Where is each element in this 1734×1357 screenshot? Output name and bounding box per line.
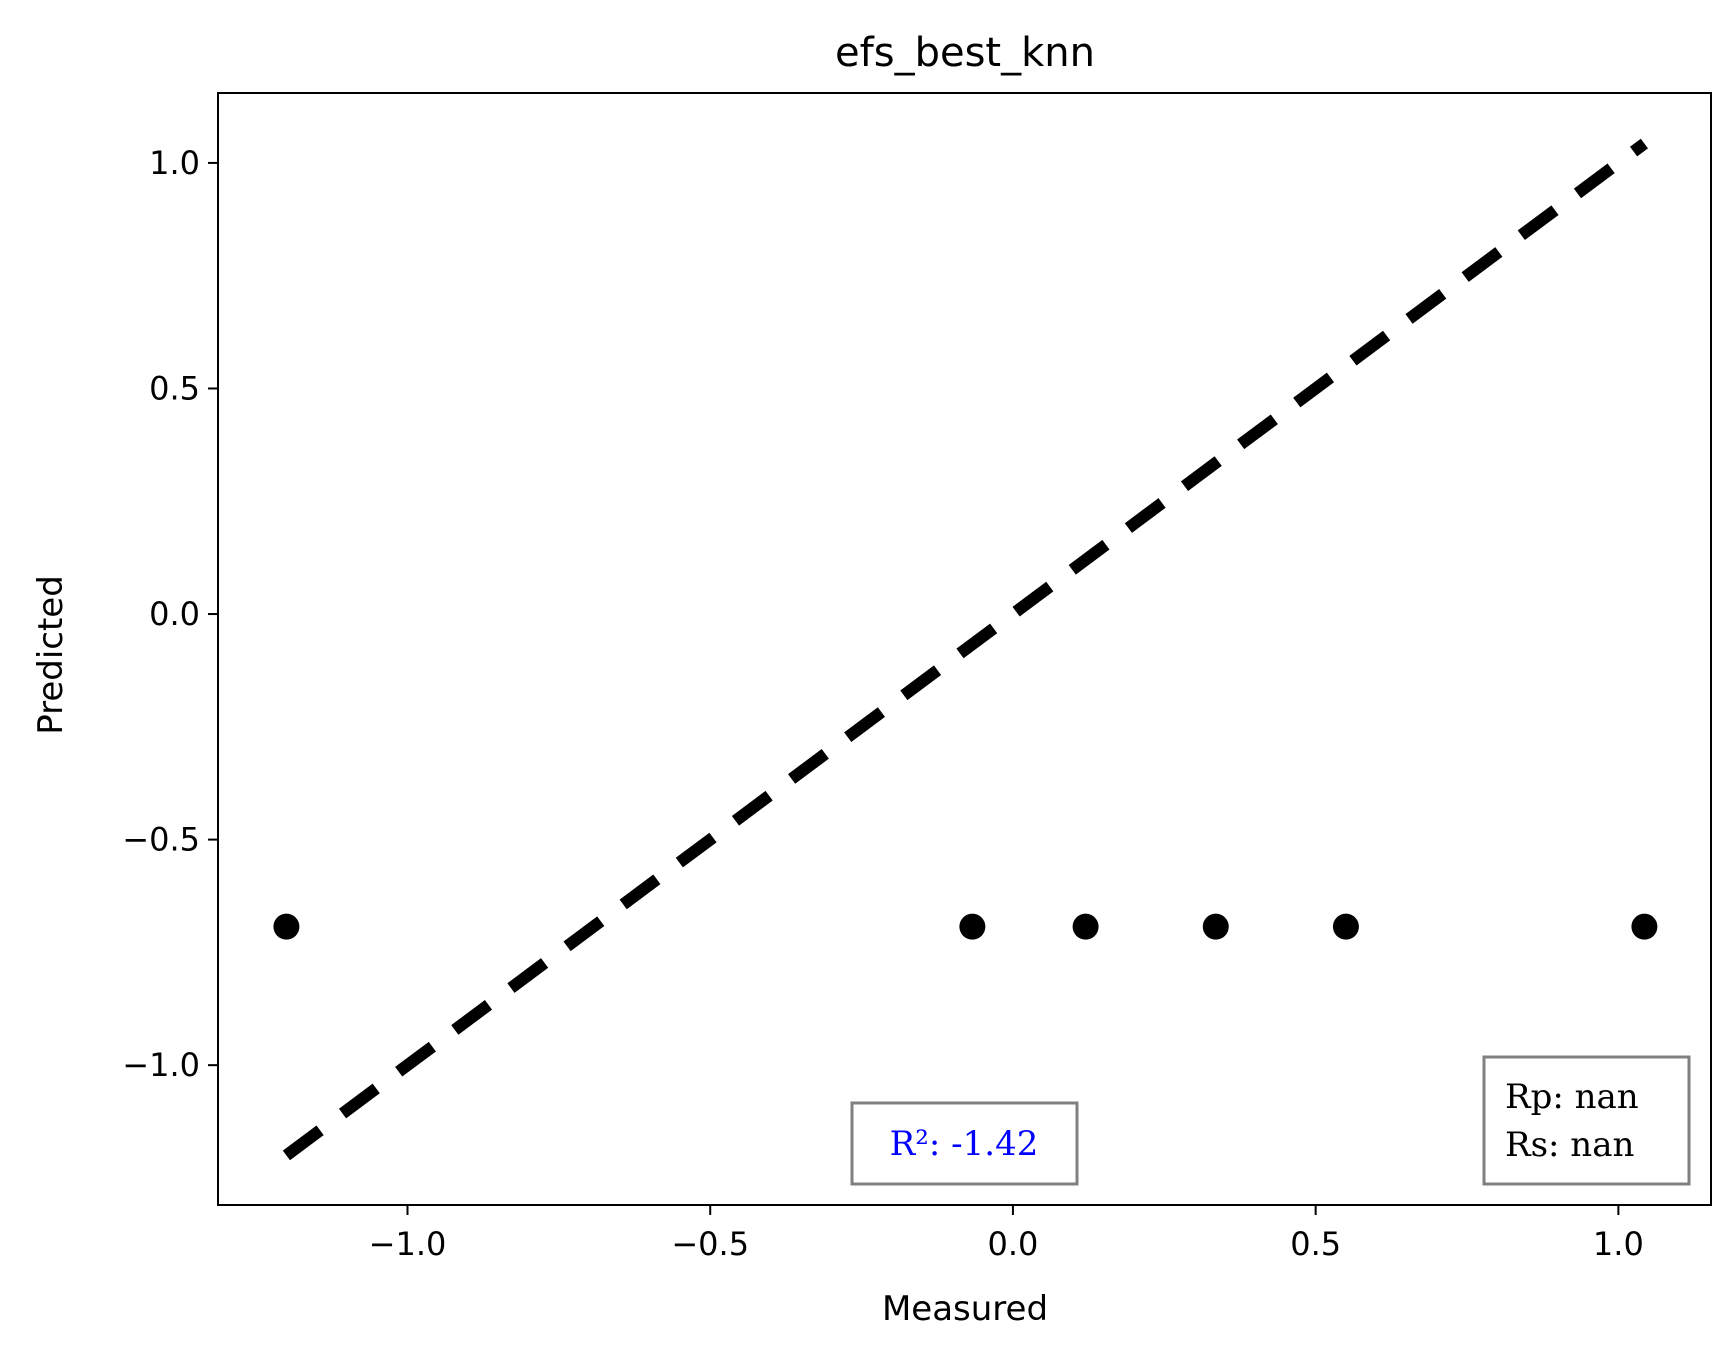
y-tick-label: −0.5 <box>122 821 200 859</box>
rs-annotation: Rs: nan <box>1505 1125 1634 1165</box>
x-tick-label: 0.5 <box>1290 1225 1341 1263</box>
chart-title: efs_best_knn <box>835 30 1095 76</box>
x-tick-label: −1.0 <box>369 1225 447 1263</box>
y-axis-ticks: −1.0 −0.5 0.0 0.5 1.0 <box>122 144 218 1084</box>
scatter-point <box>1202 913 1229 940</box>
r2-annotation-box: R²: -1.42 <box>850 1101 1079 1186</box>
plot-frame <box>217 92 1712 1206</box>
correlation-annotation-box: Rp: nan Rs: nan <box>1482 1055 1691 1186</box>
scatter-point <box>1072 913 1099 940</box>
y-tick-label: 0.5 <box>149 369 200 407</box>
rp-annotation: Rp: nan <box>1505 1077 1639 1117</box>
y-tick-label: −1.0 <box>122 1046 200 1084</box>
identity-line-layer <box>282 138 1648 1161</box>
scatter-point <box>1631 913 1658 940</box>
y-tick-label: 0.0 <box>149 595 200 633</box>
scatter-point <box>273 913 300 940</box>
x-axis-ticks: −1.0 −0.5 0.0 0.5 1.0 <box>369 1205 1644 1263</box>
x-tick-label: −0.5 <box>671 1225 749 1263</box>
x-axis-label: Measured <box>882 1289 1048 1329</box>
identity-line <box>282 138 1648 1161</box>
scatter-point <box>959 913 986 940</box>
scatter-point <box>1332 913 1359 940</box>
x-tick-label: 0.0 <box>987 1225 1038 1263</box>
x-tick-label: 1.0 <box>1593 1225 1644 1263</box>
y-axis-label: Predicted <box>31 575 71 735</box>
y-tick-label: 1.0 <box>149 144 200 182</box>
r2-annotation: R²: -1.42 <box>890 1124 1039 1164</box>
scatter-points <box>273 913 1658 940</box>
